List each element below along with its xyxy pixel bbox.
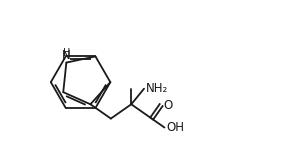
Text: N: N [62, 49, 71, 62]
Text: OH: OH [167, 121, 184, 134]
Text: H: H [63, 48, 70, 58]
Text: NH₂: NH₂ [146, 82, 168, 95]
Text: O: O [163, 99, 172, 112]
